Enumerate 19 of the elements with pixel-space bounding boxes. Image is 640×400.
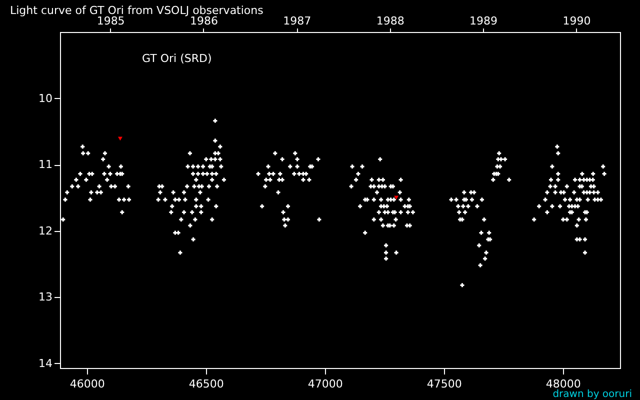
x-tick-label: 47500: [426, 378, 462, 390]
x2-tick-label: 1987: [283, 14, 312, 28]
text: drawn by ooruri: [552, 389, 632, 400]
y-tick-label: 10: [38, 92, 52, 105]
x2-tick-label: 1989: [470, 14, 498, 28]
x-tick-label: 46500: [188, 378, 224, 390]
x-tick-label: 46000: [70, 378, 105, 390]
y-tick-label: 11: [38, 158, 52, 172]
x2-tick-label: 1985: [96, 14, 125, 28]
annotation: GT Ori (SRD): [142, 52, 212, 65]
x2-tick-label: 1986: [190, 14, 218, 28]
y-tick-label: 13: [38, 290, 52, 304]
x2-tick-label: 1990: [562, 14, 591, 28]
y-tick-label: 12: [38, 224, 52, 238]
x-tick-label: 48000: [546, 378, 581, 390]
y-tick-label: 14: [38, 356, 52, 370]
chart-title: Light curve of GT Ori from VSOLJ observations: [10, 4, 264, 17]
x2-tick-label: 1988: [376, 14, 404, 28]
x-tick-label: 47000: [308, 378, 343, 390]
